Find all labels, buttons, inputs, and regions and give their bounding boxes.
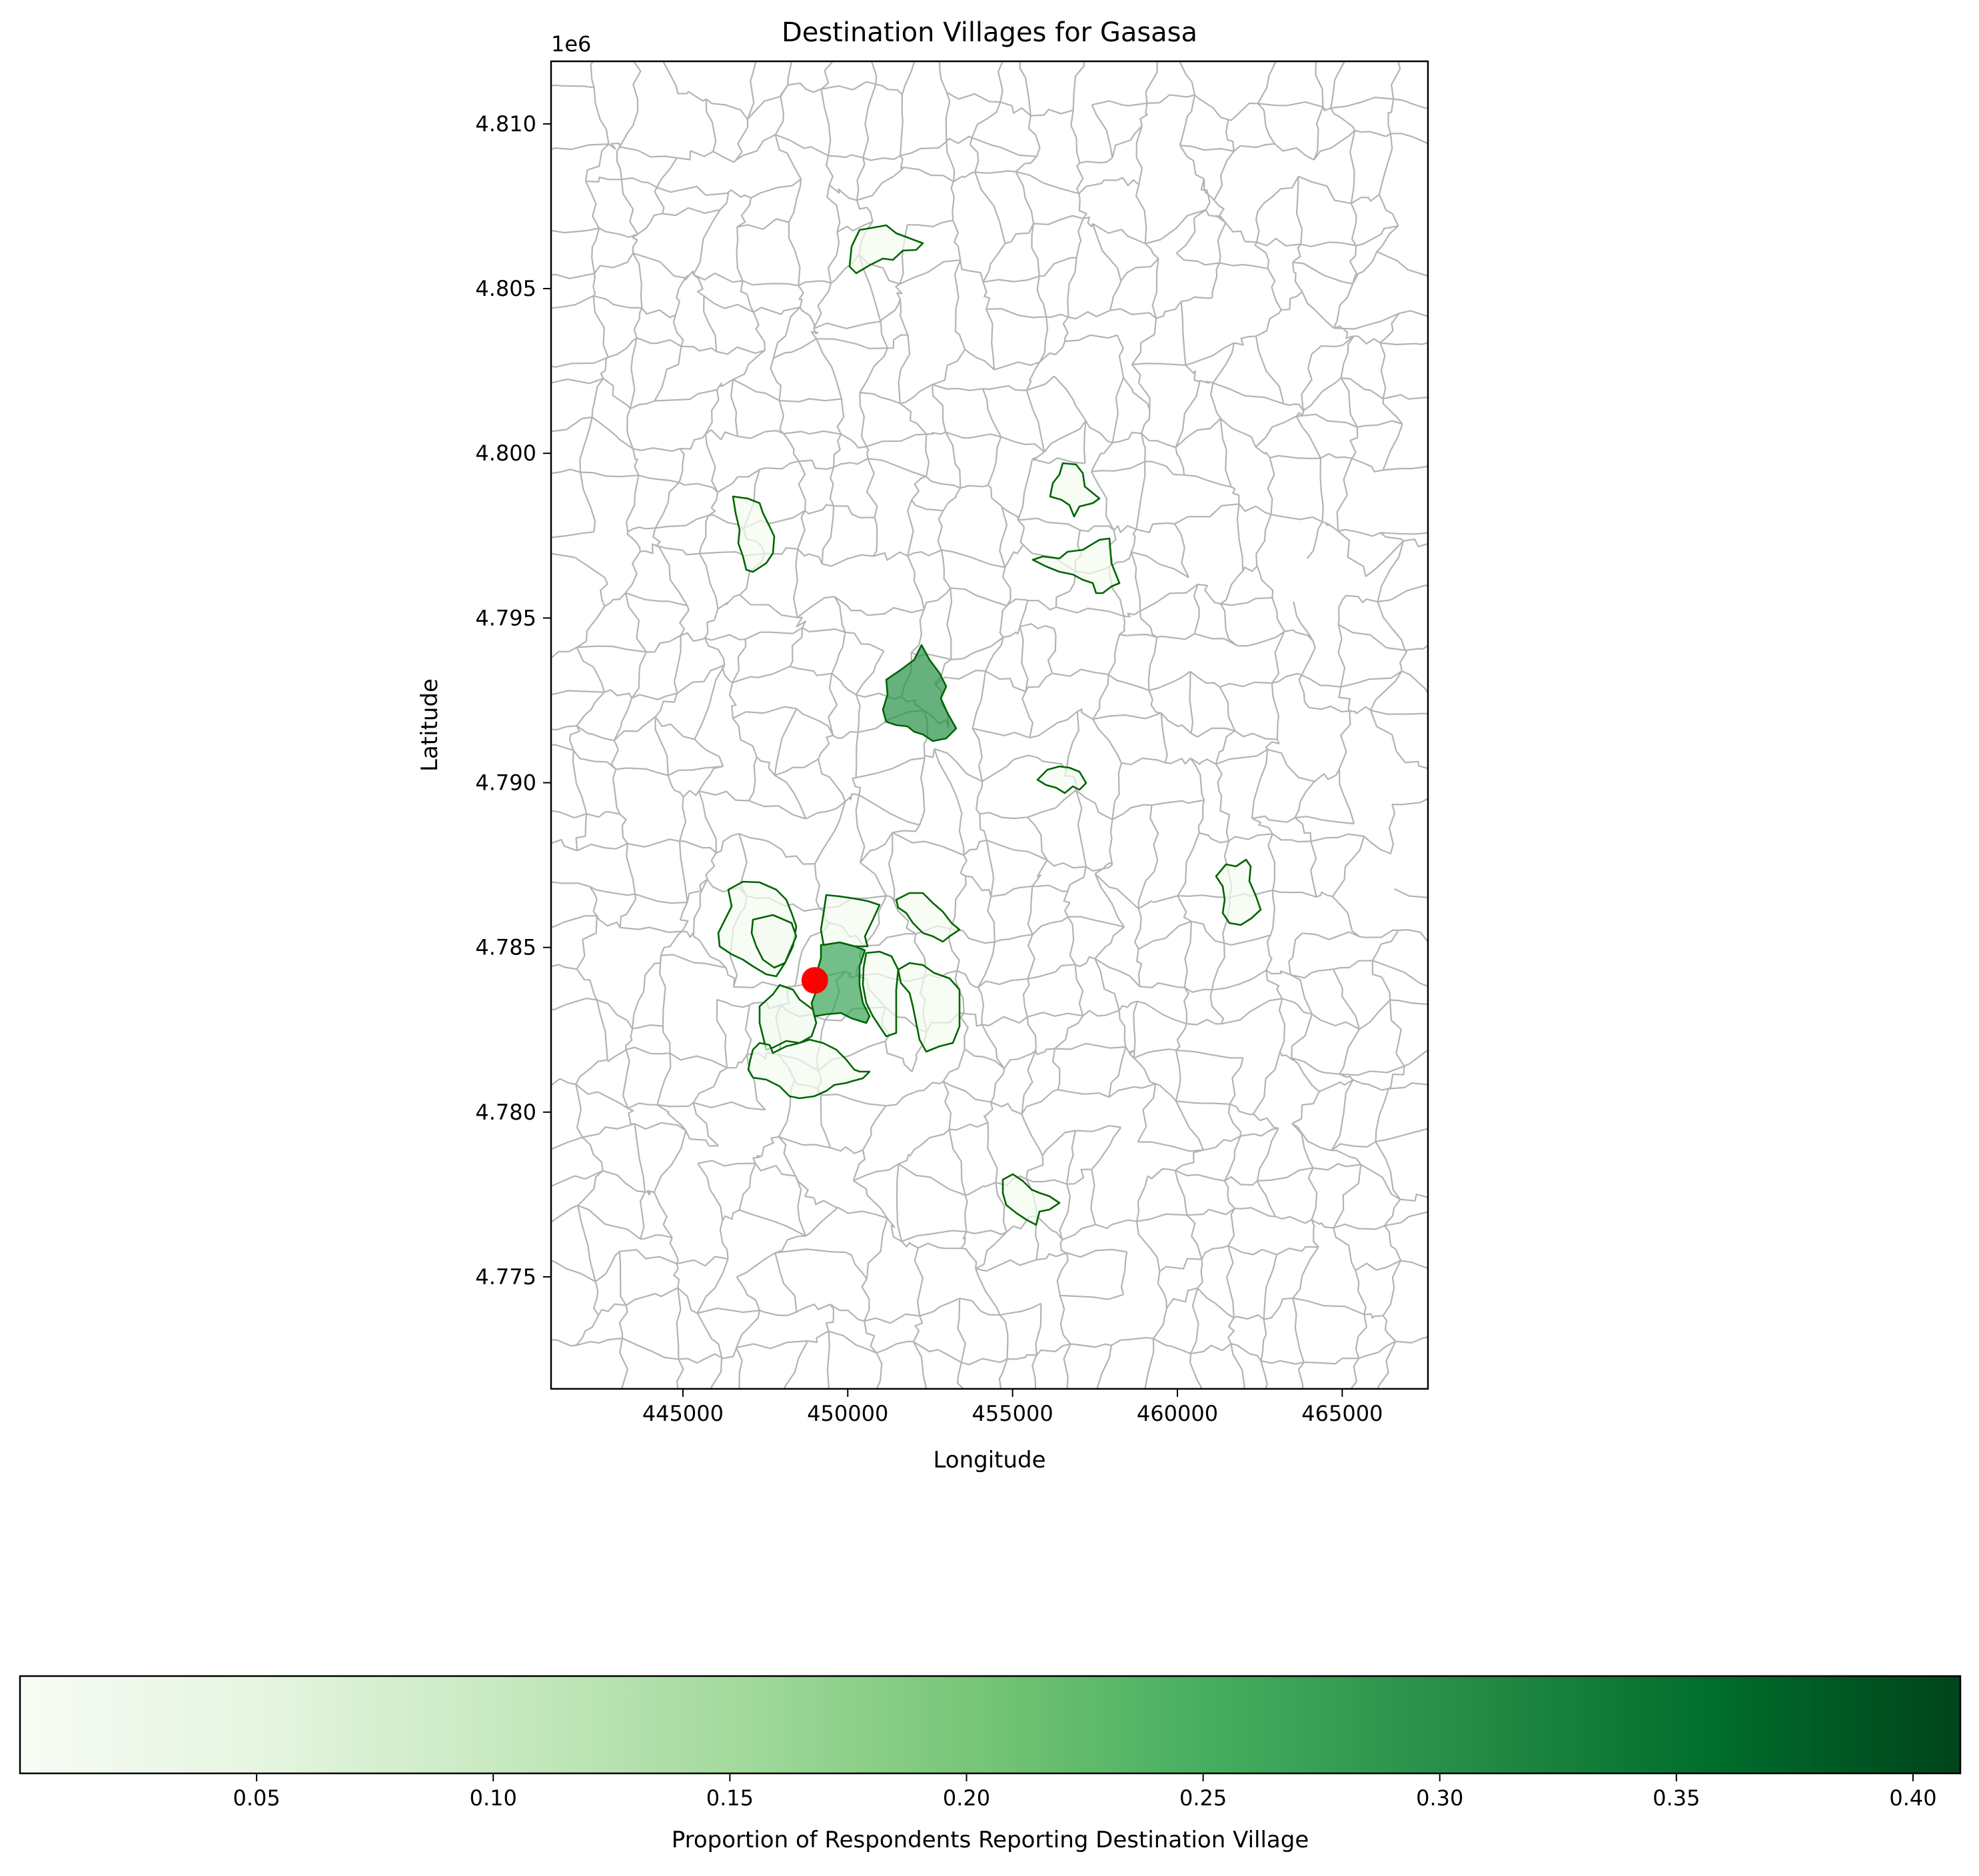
y-axis-ticks: 4.775 4.780 4.785 4.790 4.795 4.800 4.805 4.810 bbox=[475, 111, 551, 1290]
y-tick-label: 4.810 bbox=[475, 111, 536, 137]
village-boundary-lines bbox=[551, 61, 1428, 1389]
y-axis-label: Latitude bbox=[416, 678, 443, 772]
destination-village[interactable] bbox=[1036, 765, 1087, 794]
destination-village[interactable] bbox=[747, 1038, 871, 1100]
destination-village[interactable] bbox=[1031, 537, 1121, 594]
destination-village[interactable] bbox=[758, 984, 818, 1051]
map-plot-area bbox=[550, 60, 1429, 1390]
destination-village[interactable] bbox=[732, 495, 776, 573]
destination-village[interactable] bbox=[848, 224, 924, 275]
x-tick-label: 460000 bbox=[1137, 1401, 1218, 1426]
colorbar-label: Proportion of Respondents Reporting Dest… bbox=[672, 1827, 1309, 1853]
map-background bbox=[551, 61, 1428, 1389]
colorbar-tick-label: 0.25 bbox=[1179, 1785, 1227, 1811]
colorbar: 0.05 0.10 0.15 0.20 0.25 0.30 0.35 0.40 Proport… bbox=[19, 1675, 1962, 1853]
x-tick-label: 465000 bbox=[1301, 1401, 1383, 1426]
colorbar-tick-label: 0.15 bbox=[706, 1785, 754, 1811]
x-tick-label: 455000 bbox=[972, 1401, 1053, 1426]
y-axis-offset-label: 1e6 bbox=[551, 31, 591, 57]
colorbar-gradient bbox=[19, 1675, 1962, 1775]
map-frame bbox=[550, 60, 1429, 1390]
colorbar-tick-label: 0.10 bbox=[470, 1785, 517, 1811]
destination-village[interactable] bbox=[750, 914, 798, 969]
y-tick-label: 4.775 bbox=[475, 1264, 536, 1290]
destination-village[interactable] bbox=[820, 894, 881, 948]
origin-village-marker[interactable] bbox=[801, 967, 828, 994]
x-axis-label: Longitude bbox=[933, 1447, 1045, 1473]
destination-village[interactable] bbox=[895, 892, 961, 943]
y-tick-label: 4.795 bbox=[475, 605, 536, 630]
destination-village[interactable] bbox=[1049, 462, 1101, 518]
x-axis-ticks: 445000 450000 455000 460000 465000 bbox=[642, 1389, 1383, 1426]
destination-village[interactable] bbox=[862, 950, 900, 1038]
y-tick-label: 4.780 bbox=[475, 1100, 536, 1125]
y-tick-label: 4.785 bbox=[475, 935, 536, 960]
colorbar-tick-label: 0.05 bbox=[233, 1785, 280, 1811]
x-tick-label: 445000 bbox=[642, 1401, 724, 1426]
y-tick-label: 4.790 bbox=[475, 770, 536, 796]
colorbar-tick-label: 0.30 bbox=[1416, 1785, 1463, 1811]
destination-village[interactable] bbox=[1001, 1173, 1061, 1226]
destination-village[interactable] bbox=[1215, 858, 1262, 926]
map-title: Destination Villages for Gasasa bbox=[782, 17, 1197, 48]
colorbar-tick-label: 0.20 bbox=[943, 1785, 990, 1811]
village-boundaries bbox=[551, 61, 1428, 1389]
destination-village-main-north[interactable] bbox=[882, 644, 958, 742]
colorbar-ticks: 0.05 0.10 0.15 0.20 0.25 0.30 0.35 0.40 bbox=[233, 1773, 1937, 1811]
y-tick-label: 4.805 bbox=[475, 276, 536, 301]
colorbar-tick-label: 0.35 bbox=[1652, 1785, 1700, 1811]
x-tick-label: 450000 bbox=[807, 1401, 888, 1426]
y-tick-label: 4.800 bbox=[475, 441, 536, 466]
destination-village[interactable] bbox=[897, 962, 961, 1053]
destination-villages bbox=[717, 224, 1262, 1226]
colorbar-tick-label: 0.40 bbox=[1889, 1785, 1936, 1811]
